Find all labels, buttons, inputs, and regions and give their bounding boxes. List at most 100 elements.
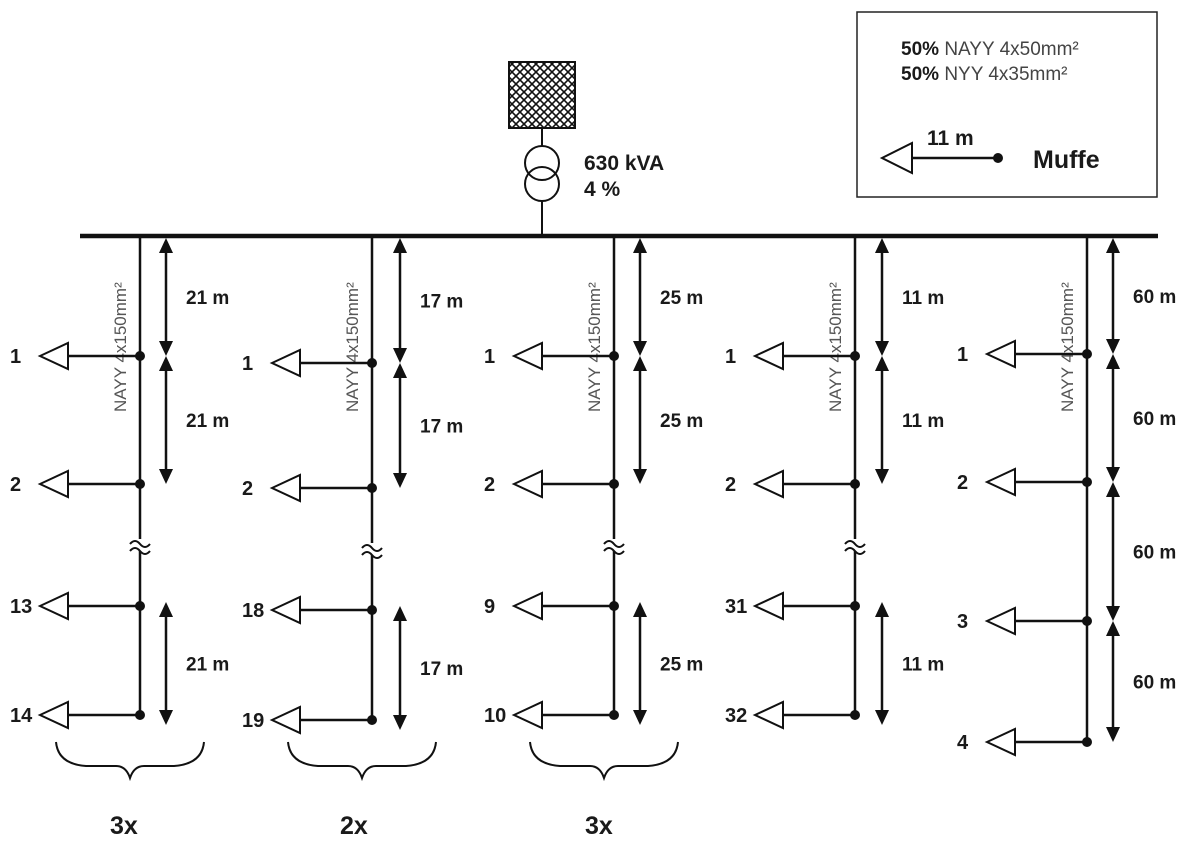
distance-label: 11 m	[902, 288, 944, 309]
joint-dot-icon	[1082, 477, 1092, 487]
distance-label: 25 m	[660, 288, 703, 309]
arrowhead-icon	[393, 348, 407, 363]
cable-label: NAYY 4x150mm²	[585, 282, 604, 412]
load-label: 32	[725, 705, 747, 727]
joint-dot-icon	[609, 710, 619, 720]
arrowhead-icon	[875, 238, 889, 253]
distance-label: 60 m	[1133, 409, 1176, 430]
load-arrow-icon	[511, 591, 543, 621]
joint-dot-icon	[1082, 349, 1092, 359]
joint-dot-icon	[609, 479, 619, 489]
arrowhead-icon	[159, 710, 173, 725]
brace-icon	[55, 741, 205, 782]
distance-label: 11 m	[902, 411, 944, 432]
load-arrow-icon	[752, 341, 784, 371]
load-label: 4	[957, 732, 969, 754]
load-arrow-icon	[511, 469, 543, 499]
distance-label: 21 m	[186, 288, 229, 309]
load-arrow-icon	[269, 595, 301, 625]
load-arrow-icon	[269, 473, 301, 503]
joint-dot-icon	[1082, 737, 1092, 747]
grid-supply-icon	[508, 61, 576, 129]
load-label: 1	[957, 344, 968, 366]
arrowhead-icon	[159, 469, 173, 484]
load-label: 9	[484, 596, 495, 618]
cable-label: NAYY 4x150mm²	[111, 282, 130, 412]
cable-label: NAYY 4x150mm²	[826, 282, 845, 412]
arrowhead-icon	[159, 341, 173, 356]
distance-label: 60 m	[1133, 673, 1176, 694]
load-arrow-icon	[511, 341, 543, 371]
load-arrow-icon	[37, 700, 69, 730]
joint-dot-icon	[367, 483, 377, 493]
load-arrow-icon	[511, 700, 543, 730]
supply: 630 kVA 4 %	[508, 61, 664, 236]
load-label: 31	[725, 596, 747, 618]
joint-dot-icon	[1082, 616, 1092, 626]
arrowhead-icon	[633, 710, 647, 725]
load-arrow-icon	[37, 469, 69, 499]
cable-label: NAYY 4x150mm²	[1058, 282, 1077, 412]
load-label: 1	[242, 353, 253, 375]
arrowhead-icon	[393, 606, 407, 621]
load-arrow-icon	[984, 467, 1016, 497]
distance-label: 60 m	[1133, 543, 1176, 564]
arrowhead-icon	[875, 356, 889, 371]
arrowhead-icon	[393, 473, 407, 488]
arrowhead-icon	[393, 715, 407, 730]
joint-dot-icon	[135, 710, 145, 720]
joint-dot-icon	[135, 351, 145, 361]
transformer-rating: 630 kVA	[584, 152, 664, 175]
distance-label: 60 m	[1133, 287, 1176, 308]
cable-label: NAYY 4x150mm²	[343, 282, 362, 412]
joint-dot-icon	[993, 153, 1003, 163]
load-arrow-icon	[269, 705, 301, 735]
feeder-4: NAYY 4x150mm² 1 2 31 32 11 m 11 m 11 m	[725, 236, 944, 730]
load-label: 2	[957, 472, 968, 494]
joint-dot-icon	[850, 601, 860, 611]
legend-distance: 11 m	[927, 127, 974, 150]
joint-dot-icon	[367, 605, 377, 615]
joint-dot-icon	[367, 358, 377, 368]
arrowhead-icon	[1106, 354, 1120, 369]
transformer-winding-icon	[524, 145, 560, 181]
arrowhead-icon	[1106, 482, 1120, 497]
load-label: 2	[484, 474, 495, 496]
joint-dot-icon	[609, 351, 619, 361]
load-label: 10	[484, 705, 506, 727]
arrowhead-icon	[1106, 606, 1120, 621]
arrowhead-icon	[159, 602, 173, 617]
arrowhead-icon	[1106, 621, 1120, 636]
arrowhead-icon	[393, 363, 407, 378]
break-mark-icon	[361, 544, 383, 559]
arrowhead-icon	[159, 356, 173, 371]
distance-label: 11 m	[902, 655, 944, 676]
load-label: 1	[725, 346, 736, 368]
joint-dot-icon	[367, 715, 377, 725]
break-mark-icon	[603, 540, 625, 555]
load-arrow-icon	[984, 606, 1016, 636]
multiplier-label: 3x	[110, 812, 138, 840]
distance-label: 17 m	[420, 659, 463, 680]
load-arrow-icon	[37, 341, 69, 371]
arrowhead-icon	[875, 341, 889, 356]
arrowhead-icon	[393, 238, 407, 253]
load-label: 19	[242, 710, 264, 732]
load-label: 1	[484, 346, 495, 368]
feeder-5: NAYY 4x150mm² 1 2 3 4 60 m 60 m 60 m 60 m	[957, 236, 1176, 757]
joint-dot-icon	[850, 351, 860, 361]
load-arrow-icon	[37, 591, 69, 621]
arrowhead-icon	[875, 710, 889, 725]
brace-icon	[529, 741, 679, 782]
break-mark-icon	[844, 540, 866, 555]
arrowhead-icon	[159, 238, 173, 253]
load-arrow-icon	[752, 700, 784, 730]
brace-icon	[287, 741, 437, 782]
legend-muffe-label: Muffe	[1033, 146, 1100, 174]
distance-label: 17 m	[420, 292, 463, 313]
load-label: 18	[242, 600, 264, 622]
load-arrow-icon	[752, 469, 784, 499]
